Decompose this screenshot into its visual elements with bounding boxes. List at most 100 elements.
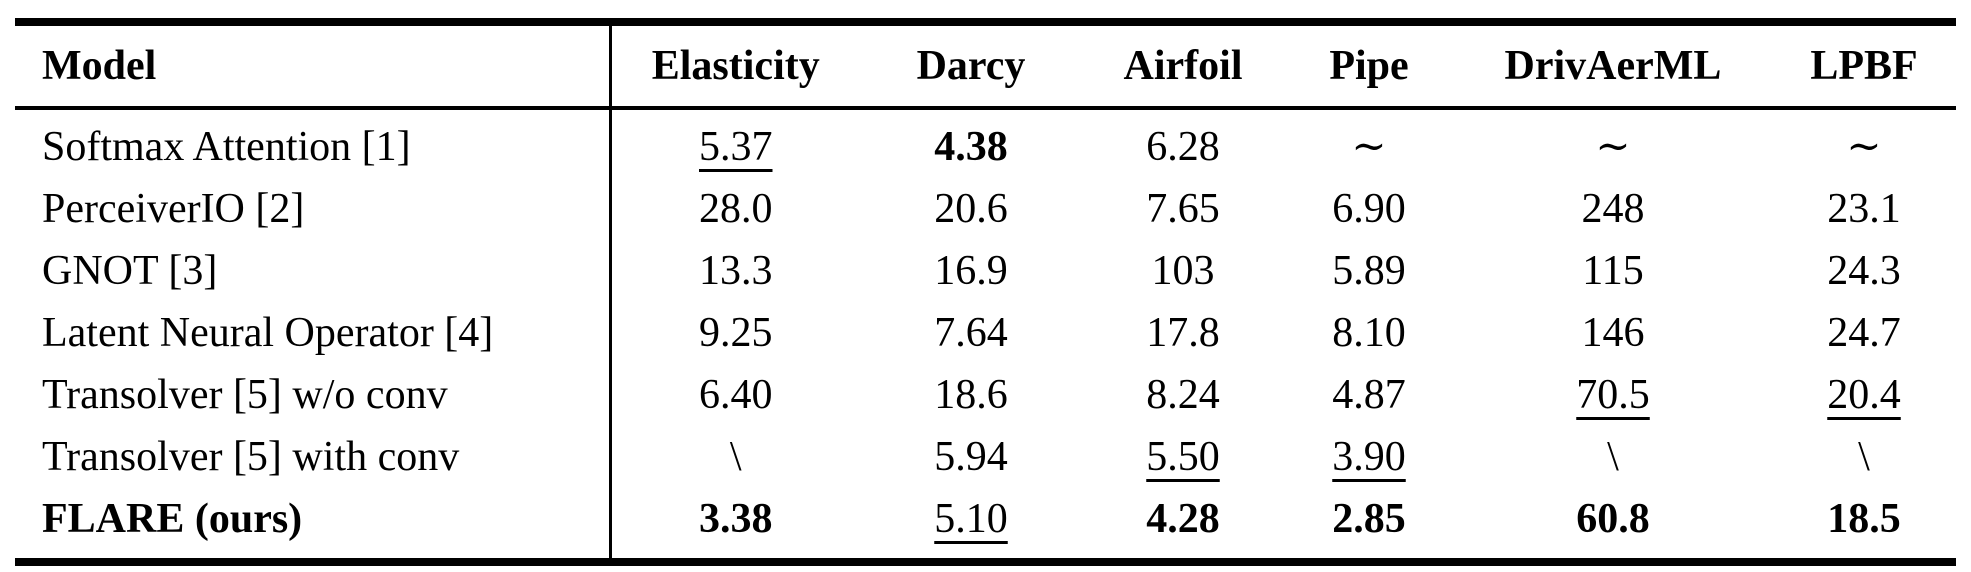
model-name-cell: Softmax Attention [1] xyxy=(15,108,612,178)
value-cell: 4.87 xyxy=(1284,364,1454,426)
model-name-cell: Transolver [5] w/o conv xyxy=(15,364,612,426)
value-cell: 6.40 xyxy=(610,364,860,426)
value-text: 28.0 xyxy=(699,186,773,232)
value-cell: \ xyxy=(610,426,860,488)
value-text: 5.37 xyxy=(699,124,773,170)
value-cell: 5.37 xyxy=(610,108,860,178)
table-row: GNOT [3] 13.3 16.9 103 5.89 115 24.3 xyxy=(15,240,1956,302)
value-cell: 8.24 xyxy=(1082,364,1284,426)
value-cell: 18.6 xyxy=(860,364,1082,426)
value-cell: 3.90 xyxy=(1284,426,1454,488)
value-cell: 20.4 xyxy=(1772,364,1956,426)
value-text: 13.3 xyxy=(699,248,773,294)
value-cell: 6.90 xyxy=(1284,178,1454,240)
value-cell: 17.8 xyxy=(1082,302,1284,364)
column-header-airfoil: Airfoil xyxy=(1082,22,1284,110)
value-cell: 115 xyxy=(1454,240,1772,302)
value-text: 5.50 xyxy=(1146,434,1220,480)
value-text: 23.1 xyxy=(1827,186,1901,232)
backslash-mark: \ xyxy=(729,434,742,480)
value-text: 7.64 xyxy=(934,310,1008,356)
value-text: 103 xyxy=(1151,248,1215,294)
value-cell: 4.28 xyxy=(1082,488,1284,562)
table-row: Transolver [5] w/o conv 6.40 18.6 8.24 4.87 7… xyxy=(15,364,1956,426)
value-cell: 3.38 xyxy=(610,488,860,562)
value-cell: ∼ xyxy=(1284,108,1454,178)
results-table: Model Elasticity Darcy Airfoil Pipe DrivAerML… xyxy=(15,18,1956,566)
value-text: 9.25 xyxy=(699,310,773,356)
value-text: 3.38 xyxy=(699,496,773,542)
value-text: 3.90 xyxy=(1332,434,1406,480)
value-text: 7.65 xyxy=(1146,186,1220,232)
model-name-cell: FLARE (ours) xyxy=(15,488,612,562)
value-text: 6.28 xyxy=(1146,124,1220,170)
value-cell: 7.65 xyxy=(1082,178,1284,240)
value-text: 18.5 xyxy=(1827,496,1901,542)
value-text: 4.87 xyxy=(1332,372,1406,418)
tilde-mark: ∼ xyxy=(1351,124,1387,170)
value-cell: 60.8 xyxy=(1454,488,1772,562)
value-cell: 23.1 xyxy=(1772,178,1956,240)
value-cell: 24.3 xyxy=(1772,240,1956,302)
value-cell: 9.25 xyxy=(610,302,860,364)
header-row: Model Elasticity Darcy Airfoil Pipe DrivAerML… xyxy=(15,22,1956,110)
model-name-cell: PerceiverIO [2] xyxy=(15,178,612,240)
column-header-lpbf: LPBF xyxy=(1772,22,1956,110)
value-text: 8.10 xyxy=(1332,310,1406,356)
value-cell: ∼ xyxy=(1454,108,1772,178)
value-text: 20.4 xyxy=(1827,372,1901,418)
value-cell: 70.5 xyxy=(1454,364,1772,426)
model-name-cell: Latent Neural Operator [4] xyxy=(15,302,612,364)
value-cell: \ xyxy=(1772,426,1956,488)
value-text: 70.5 xyxy=(1576,372,1650,418)
value-cell: \ xyxy=(1454,426,1772,488)
value-text: 6.40 xyxy=(699,372,773,418)
tilde-mark: ∼ xyxy=(1846,124,1882,170)
table-row: Latent Neural Operator [4] 9.25 7.64 17.8 8.… xyxy=(15,302,1956,364)
value-text: 24.3 xyxy=(1827,248,1901,294)
value-cell: 8.10 xyxy=(1284,302,1454,364)
model-name-cell: Transolver [5] with conv xyxy=(15,426,612,488)
column-header-elasticity: Elasticity xyxy=(610,22,860,110)
value-cell: 4.38 xyxy=(860,108,1082,178)
table-row: Softmax Attention [1] 5.37 4.38 6.28 ∼ ∼ ∼ xyxy=(15,108,1956,178)
backslash-mark: \ xyxy=(1858,434,1870,480)
backslash-mark: \ xyxy=(1607,434,1619,480)
value-text: 24.7 xyxy=(1827,310,1901,356)
value-text: 17.8 xyxy=(1146,310,1220,356)
value-cell: 248 xyxy=(1454,178,1772,240)
value-cell: 20.6 xyxy=(860,178,1082,240)
value-cell: 5.89 xyxy=(1284,240,1454,302)
value-cell: 7.64 xyxy=(860,302,1082,364)
value-text: 20.6 xyxy=(934,186,1008,232)
model-name-cell: GNOT [3] xyxy=(15,240,612,302)
value-text: 248 xyxy=(1581,186,1645,232)
table-row: PerceiverIO [2] 28.0 20.6 7.65 6.90 248 23.1 xyxy=(15,178,1956,240)
value-cell: 5.10 xyxy=(860,488,1082,562)
column-header-pipe: Pipe xyxy=(1284,22,1454,110)
value-cell: 6.28 xyxy=(1082,108,1284,178)
value-text: 5.89 xyxy=(1332,248,1406,294)
value-cell: 16.9 xyxy=(860,240,1082,302)
value-cell: 13.3 xyxy=(610,240,860,302)
value-text: 60.8 xyxy=(1576,496,1650,542)
value-cell: 5.50 xyxy=(1082,426,1284,488)
value-text: 2.85 xyxy=(1332,496,1406,542)
value-cell: 18.5 xyxy=(1772,488,1956,562)
value-text: 146 xyxy=(1581,310,1645,356)
value-text: 6.90 xyxy=(1332,186,1406,232)
value-text: 5.94 xyxy=(934,434,1008,480)
value-cell: 146 xyxy=(1454,302,1772,364)
value-cell: 103 xyxy=(1082,240,1284,302)
table-body: Softmax Attention [1] 5.37 4.38 6.28 ∼ ∼ ∼ Perc… xyxy=(15,108,1956,562)
value-text: 115 xyxy=(1582,248,1644,294)
column-header-drivaerml: DrivAerML xyxy=(1454,22,1772,110)
table-row: FLARE (ours) 3.38 5.10 4.28 2.85 60.8 18.5 xyxy=(15,488,1956,562)
value-text: 4.28 xyxy=(1146,496,1220,542)
value-text: 5.10 xyxy=(934,496,1008,542)
value-cell: 5.94 xyxy=(860,426,1082,488)
value-cell: 2.85 xyxy=(1284,488,1454,562)
value-cell: ∼ xyxy=(1772,108,1956,178)
column-header-model: Model xyxy=(15,22,612,110)
